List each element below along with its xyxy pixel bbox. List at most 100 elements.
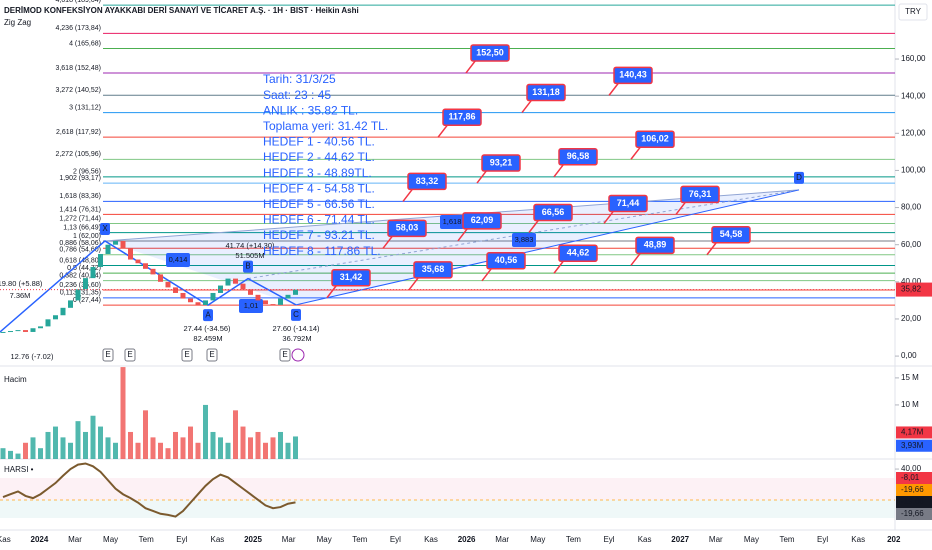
target-label: 76,31 [689,189,712,199]
annotation-line: HEDEF 7 - 93.21 TL. [263,228,375,242]
fib-label: 4,618 (189,04) [55,0,101,4]
value-label: 3,93M [901,441,924,450]
harsi-band [0,500,895,518]
pivot-note: 82.459M [193,334,222,343]
x-tick-label: Tem [139,535,154,544]
x-tick-label: Tem [779,535,794,544]
fib-label: 0,5 (44,72) [67,265,101,272]
value-box [896,484,932,496]
volume-bar [23,442,28,459]
target-pointer [706,241,718,256]
annotation-line: Tarih: 31/3/25 [263,72,336,86]
volume-bar [188,426,193,459]
target-box [442,108,482,127]
currency[interactable]: TRY [905,7,922,16]
y-tick-label: 140,00 [901,91,926,100]
volume-bar [233,410,238,459]
candle [30,328,36,332]
target-pointer [608,81,620,96]
volume-bar [150,437,156,459]
candle [173,287,178,293]
pivot-box [100,222,110,235]
volume-bar [180,437,186,459]
currency-box[interactable] [898,3,928,21]
fib-label: 2,272 (105,96) [55,151,101,158]
pivot-note: 7.36M [10,291,31,300]
fib-label: 1,902 (93,17) [59,175,101,182]
fib-label: 1,618 (83,36) [59,193,101,200]
event-label: E [184,350,189,359]
volume-bar [203,404,208,459]
candle [75,289,81,301]
target-pointer [630,145,642,160]
x-tick-label: Mar [68,535,82,544]
x-tick-label: Eyl [603,535,614,544]
target-label: 62,09 [471,215,494,225]
volume-bar [240,426,246,459]
volume-bar [135,442,141,459]
target-pointer [408,276,420,291]
volume-bar [0,448,6,459]
target-box [481,154,521,172]
ratio-label: 0,414 [169,255,188,264]
y-tick-label: 15 M [901,373,919,382]
volume-bar [113,442,118,459]
target-box [462,212,502,230]
event-box [124,348,136,362]
target-label: 48,89 [644,240,667,250]
x-tick-label: 2024 [31,535,49,544]
event-box [206,348,218,362]
volume-bar [68,442,73,459]
volume-bar [248,437,253,459]
candle [218,285,223,293]
y-tick-label: 20,00 [901,314,922,323]
candle [53,315,58,320]
annotation-line: ANLIK : 35.82 TL. [263,103,358,117]
candle [135,259,141,264]
ratio-label: 3,883 [515,235,534,244]
annotation-line: HEDEF 6 - 71.44 TL. [263,213,375,227]
candle [98,253,103,267]
pivot-note: 27.44 (-34.56) [183,324,231,333]
candle [8,331,13,333]
pivot-note: 41.74 (+14.30) [226,241,275,250]
fib-label: 2,618 (117,92) [56,129,101,136]
candle [285,294,291,299]
target-label: 71,44 [617,198,640,208]
fib-label: 0,886 (58,06) [59,240,101,247]
event-box [102,348,114,362]
candle [165,281,171,288]
ratio-box [166,253,190,267]
target-pointer [326,284,338,299]
target-label: 44,62 [567,248,590,258]
target-label: 66,56 [542,207,565,217]
value-box [896,472,932,484]
projection-area [105,189,799,305]
fib-label: 0,618 (48,80) [59,257,101,264]
volume-bar [143,410,148,459]
target-pointer [402,187,414,202]
fib-label: 4 (165,68) [69,40,101,47]
candle [270,304,276,306]
x-tick-label: Kas [424,535,438,544]
value-label: -19,66 [901,485,924,494]
volume-bar [38,448,43,459]
pivot-label: D [796,173,802,182]
annotation-line: Saat: 23 : 45 [263,88,331,102]
ratio-box [512,233,536,247]
volume-bar [285,442,291,459]
candle [143,263,148,269]
pivot-note: 19.80 (+5.88) [0,279,43,288]
target-box [413,261,453,279]
y-tick-label: 40,00 [901,277,922,286]
target-label: 31,42 [340,272,363,282]
x-tick-label: Kas [638,535,652,544]
volume-bar [270,437,276,459]
volume-bar [45,431,51,459]
candle [233,278,238,284]
fib-label: 0,786 (54,60) [59,247,101,254]
volume-bar [165,448,171,459]
y-tick-label: 100,00 [901,166,926,175]
ratio-label: 1,01 [244,301,259,310]
